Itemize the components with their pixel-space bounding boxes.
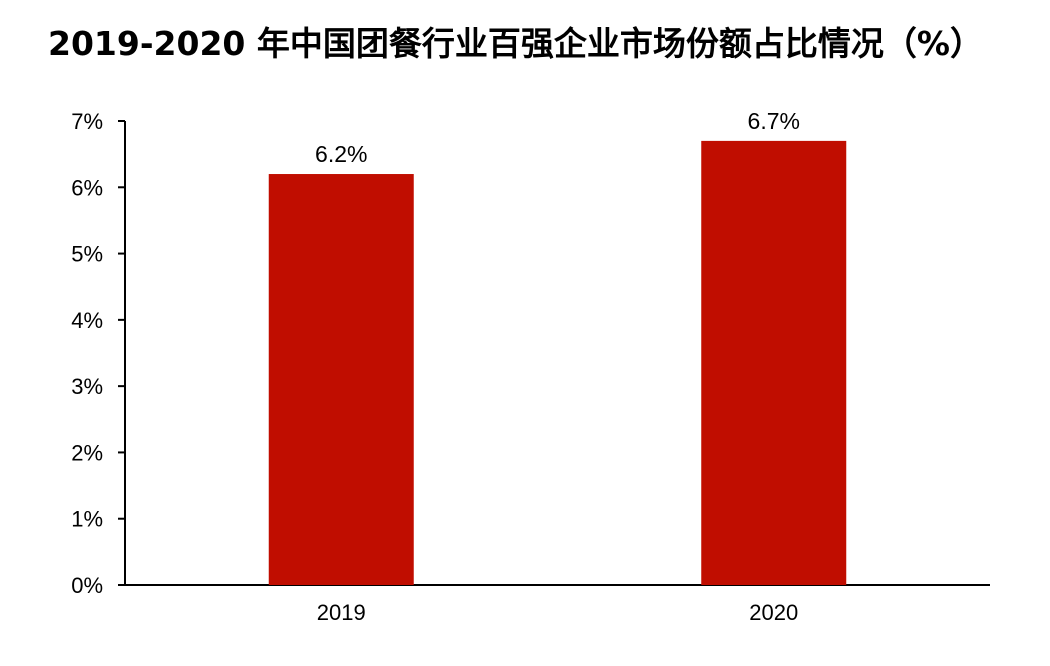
bar — [268, 174, 414, 585]
y-tick-label: 4% — [71, 308, 103, 333]
x-tick-label: 2020 — [749, 600, 798, 625]
y-tick-label: 6% — [71, 175, 103, 200]
chart-title: 2019-2020 年中国团餐行业百强企业市场份额占比情况（%） — [48, 24, 983, 63]
y-tick-label: 0% — [71, 573, 103, 598]
data-label: 6.7% — [748, 108, 800, 134]
x-tick-label: 2019 — [317, 600, 366, 625]
y-axis: 0% 1% 2% 3% 4% 5% 6% 7% — [71, 109, 126, 598]
bar — [701, 140, 847, 585]
bars — [268, 140, 847, 585]
x-axis: 2019 2020 — [125, 584, 990, 625]
y-tick-label: 1% — [71, 507, 103, 532]
y-tick-label: 2% — [71, 440, 103, 465]
y-tick-label: 3% — [71, 374, 103, 399]
y-tick-label: 7% — [71, 109, 103, 134]
y-tick-label: 5% — [71, 242, 103, 267]
data-labels: 6.2% 6.7% — [315, 108, 800, 167]
data-label: 6.2% — [315, 141, 367, 167]
